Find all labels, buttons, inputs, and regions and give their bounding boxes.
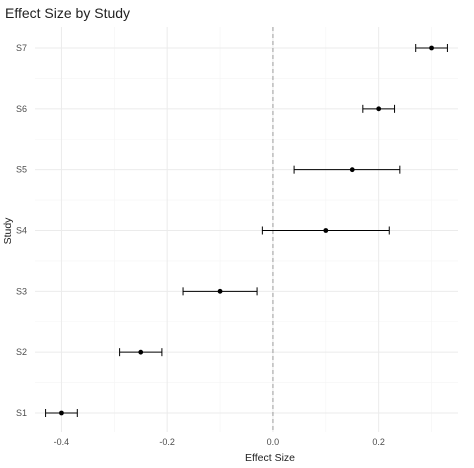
y-tick-label: S4	[16, 226, 27, 236]
grid-layer	[35, 27, 458, 432]
y-axis-title: Study	[2, 217, 14, 245]
x-tick-label: 0.0	[267, 437, 280, 447]
study-s2-mark	[119, 348, 163, 357]
y-tick-label: S2	[16, 347, 27, 357]
y-tick-label: S6	[16, 104, 27, 114]
x-tick-label: -0.4	[54, 437, 70, 447]
effect-point	[323, 228, 329, 233]
effect-point	[59, 410, 64, 416]
x-tick-label: 0.2	[372, 437, 385, 447]
study-s6-mark	[362, 104, 396, 113]
study-s5-mark	[293, 165, 401, 174]
study-s7-mark	[415, 44, 448, 52]
effect-point	[138, 349, 144, 355]
study-s3-mark	[182, 287, 258, 296]
study-s4-mark	[261, 226, 390, 235]
x-axis-title: Effect Size	[245, 452, 295, 464]
x-tick-label: -0.2	[159, 437, 175, 447]
y-tick-label: S1	[16, 408, 27, 418]
chart-title: Effect Size by Study	[5, 5, 130, 21]
effect-point	[217, 288, 223, 294]
y-tick-label: S7	[16, 43, 27, 53]
y-tick-label: S3	[16, 286, 27, 296]
effect-point	[429, 45, 434, 51]
effect-point	[349, 167, 355, 173]
tick-label-layer: S1 S2 S3 S4 S5 S6 S7 -0.4 -0.2 0.0 0.2	[16, 43, 385, 447]
study-s1-mark	[45, 409, 78, 417]
data-layer	[45, 44, 448, 417]
y-tick-label: S5	[16, 165, 27, 175]
effect-point	[376, 106, 382, 112]
